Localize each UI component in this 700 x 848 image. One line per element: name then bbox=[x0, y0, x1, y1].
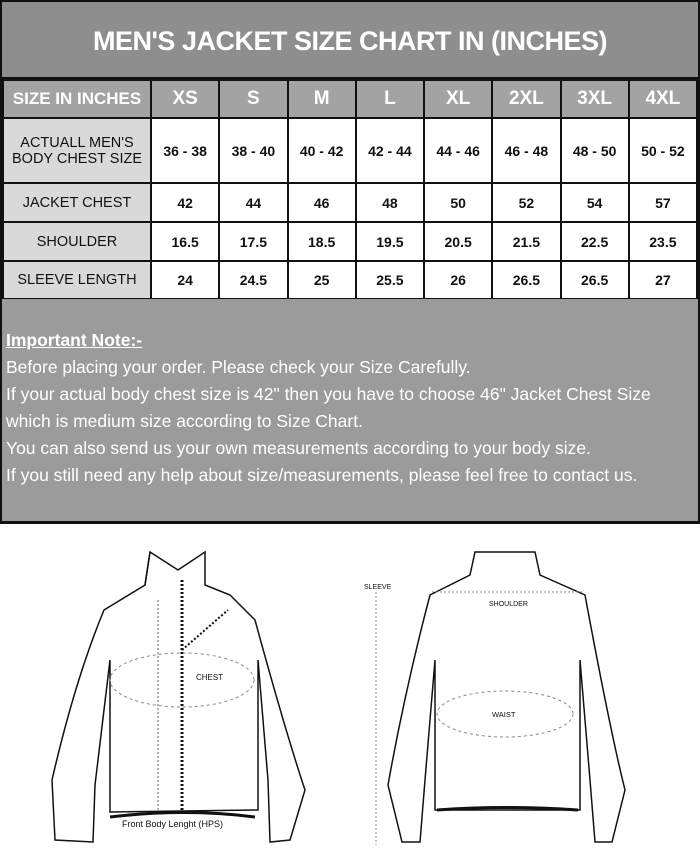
table-cell: 27 bbox=[627, 260, 699, 300]
table-cell: 20.5 bbox=[422, 221, 494, 262]
size-header: XL bbox=[422, 79, 494, 119]
table-cell: 38 - 40 bbox=[218, 117, 289, 184]
note-heading: Important Note:- bbox=[6, 330, 143, 350]
size-header: M bbox=[286, 79, 357, 119]
table-cell: 40 - 42 bbox=[286, 117, 357, 184]
header-label: SIZE IN INCHES bbox=[2, 79, 152, 119]
important-note: Important Note:- Before placing your ord… bbox=[2, 299, 698, 521]
size-chart: MEN'S JACKET SIZE CHART IN (INCHES) SIZE… bbox=[0, 0, 700, 524]
chest-ellipse bbox=[109, 652, 255, 708]
table-cell: 25 bbox=[286, 260, 357, 300]
table-cell: 44 - 46 bbox=[422, 117, 494, 184]
size-header: 4XL bbox=[627, 79, 699, 119]
table-cell: 18.5 bbox=[286, 221, 357, 262]
size-header: 2XL bbox=[491, 79, 562, 119]
header-row: SIZE IN INCHES XS S M L XL 2XL 3XL 4XL bbox=[2, 79, 699, 119]
table-cell: 24.5 bbox=[218, 260, 289, 300]
row-label: SLEEVE LENGTH bbox=[2, 260, 152, 300]
table-cell: 16.5 bbox=[149, 221, 221, 262]
table-cell: 25.5 bbox=[354, 260, 426, 300]
table-cell: 50 bbox=[422, 182, 494, 223]
size-table: SIZE IN INCHES XS S M L XL 2XL 3XL 4XL A… bbox=[2, 79, 699, 300]
size-header: L bbox=[354, 79, 426, 119]
row-label: JACKET CHEST bbox=[2, 182, 152, 223]
waist-label: WAIST bbox=[492, 710, 516, 719]
waist-ellipse bbox=[436, 690, 574, 738]
table-row: SLEEVE LENGTH 24 24.5 25 25.5 26 26.5 26… bbox=[2, 260, 699, 300]
size-header: S bbox=[218, 79, 289, 119]
table-cell: 57 bbox=[627, 182, 699, 223]
note-line: You can also send us your own measuremen… bbox=[6, 438, 591, 458]
table-row: JACKET CHEST 42 44 46 48 50 52 54 57 bbox=[2, 182, 699, 223]
chest-label: CHEST bbox=[196, 673, 223, 682]
table-cell: 48 - 50 bbox=[559, 117, 630, 184]
note-line: If your actual body chest size is 42" th… bbox=[6, 384, 651, 431]
table-cell: 26.5 bbox=[491, 260, 562, 300]
chart-title: MEN'S JACKET SIZE CHART IN (INCHES) bbox=[2, 2, 698, 77]
table-cell: 42 - 44 bbox=[354, 117, 426, 184]
table-cell: 42 bbox=[149, 182, 221, 223]
front-jacket-icon bbox=[51, 550, 306, 843]
back-jacket-icon bbox=[387, 551, 626, 843]
table-cell: 19.5 bbox=[354, 221, 426, 262]
note-line: If you still need any help about size/me… bbox=[6, 465, 638, 485]
table-row: SHOULDER 16.5 17.5 18.5 19.5 20.5 21.5 2… bbox=[2, 221, 699, 262]
table-cell: 44 bbox=[218, 182, 289, 223]
table-cell: 50 - 52 bbox=[627, 117, 699, 184]
table-cell: 54 bbox=[559, 182, 630, 223]
jacket-diagram: CHEST Front Body Lenght (HPS) SLEEVE SHO… bbox=[51, 550, 626, 845]
table-cell: 23.5 bbox=[627, 221, 699, 262]
front-length-label: Front Body Lenght (HPS) bbox=[122, 819, 223, 829]
table-cell: 17.5 bbox=[218, 221, 289, 262]
table-cell: 26 bbox=[422, 260, 494, 300]
table-cell: 46 - 48 bbox=[491, 117, 562, 184]
shoulder-label: SHOULDER bbox=[489, 601, 528, 608]
row-label: ACTUALL MEN'S BODY CHEST SIZE bbox=[2, 117, 152, 184]
table-cell: 48 bbox=[354, 182, 426, 223]
table-cell: 22.5 bbox=[559, 221, 630, 262]
table-cell: 52 bbox=[491, 182, 562, 223]
table-row: ACTUALL MEN'S BODY CHEST SIZE 36 - 38 38… bbox=[2, 117, 699, 184]
sleeve-label: SLEEVE bbox=[364, 584, 392, 591]
size-header: XS bbox=[149, 79, 221, 119]
note-line: Before placing your order. Please check … bbox=[6, 357, 471, 377]
table-cell: 46 bbox=[286, 182, 357, 223]
table-cell: 26.5 bbox=[559, 260, 630, 300]
table-cell: 36 - 38 bbox=[149, 117, 221, 184]
row-label: SHOULDER bbox=[2, 221, 152, 262]
size-header: 3XL bbox=[559, 79, 630, 119]
table-cell: 24 bbox=[149, 260, 221, 300]
table-cell: 21.5 bbox=[491, 221, 562, 262]
